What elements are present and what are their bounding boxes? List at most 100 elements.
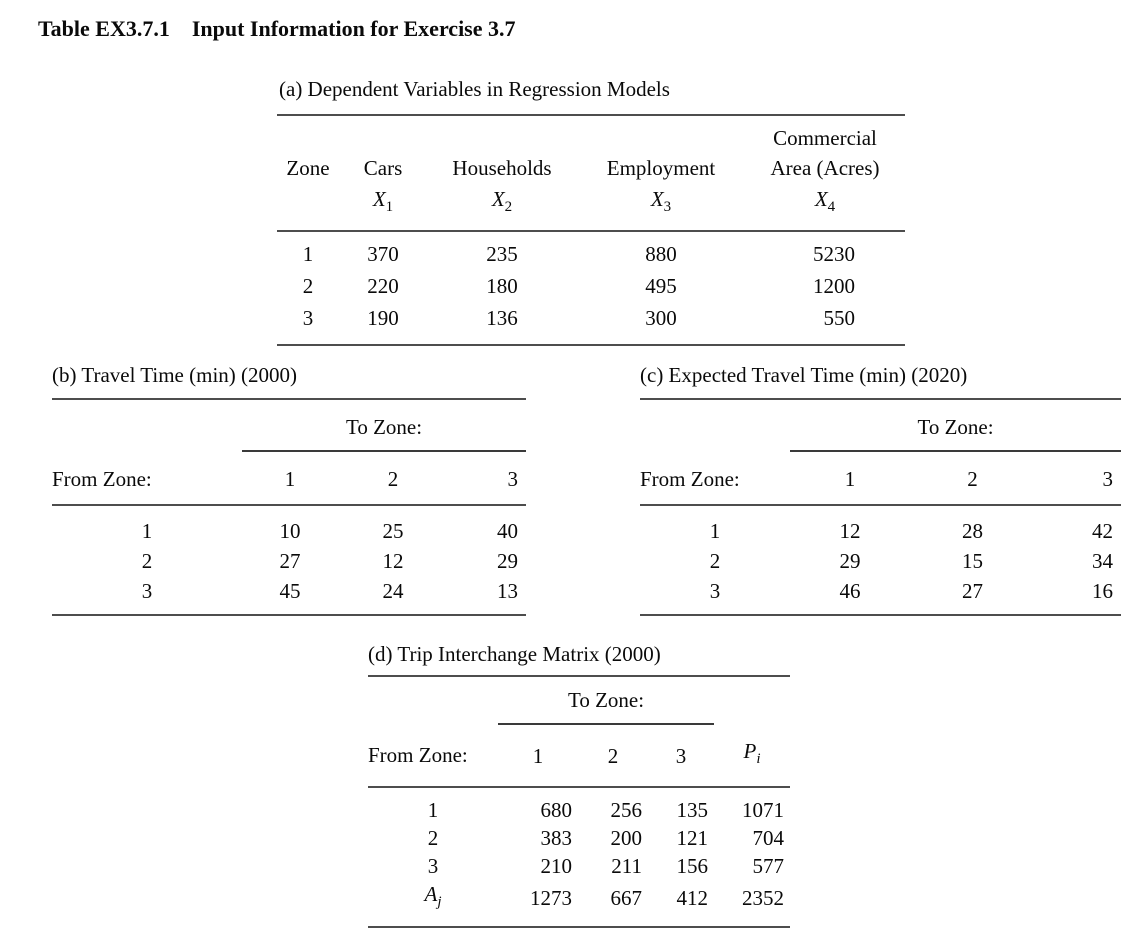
spacer-cell xyxy=(52,399,242,451)
column-header: 2 xyxy=(578,724,648,789)
table-row: 2 27 12 29 xyxy=(52,546,526,576)
table-d-header-row: From Zone: 1 2 3 Pi xyxy=(368,724,791,789)
row-label: 3 xyxy=(141,579,153,603)
cell-value: 136 xyxy=(486,306,518,331)
table-row: Aj 1273 667 412 2352 xyxy=(368,880,790,927)
table-d-tozone-row: To Zone: xyxy=(368,676,790,725)
spacer-cell xyxy=(277,184,339,233)
row-label: 2 xyxy=(302,274,314,299)
table-b: To Zone: From Zone: 1 2 3 1 10 25 40 2 2… xyxy=(52,398,527,616)
column-header: 3 xyxy=(648,724,715,789)
table-row: 3 46 27 16 xyxy=(640,576,1121,615)
row-label: 2 xyxy=(141,549,153,573)
table-row: 3 45 24 13 xyxy=(52,576,526,615)
cell-value: 383 xyxy=(540,826,573,851)
cell-value: 1071 xyxy=(742,798,785,823)
table-title-text: Input Information for Exercise 3.7 xyxy=(191,16,516,41)
cell-value: 256 xyxy=(610,798,643,823)
spacer-cell xyxy=(339,115,427,152)
cell-value: 28 xyxy=(962,519,983,543)
cell-value: 16 xyxy=(1092,579,1114,603)
cell-value: 667 xyxy=(610,886,643,911)
cell-value: 5230 xyxy=(813,242,855,267)
column-header: Employment xyxy=(606,156,716,180)
row-label: 3 xyxy=(709,579,721,603)
cell-value: 24 xyxy=(382,579,404,603)
cell-value: 495 xyxy=(645,274,677,299)
row-label: 1 xyxy=(427,798,439,823)
cell-value: 135 xyxy=(676,798,709,823)
table-a: Commercial Zone Cars Households Employme… xyxy=(277,114,905,347)
table-a-section: (a) Dependent Variables in Regression Mo… xyxy=(277,76,905,347)
column-header: 2 xyxy=(910,451,1035,506)
column-header: 1 xyxy=(242,451,338,506)
table-b-tozone-row: To Zone: xyxy=(52,399,527,452)
cell-value: 40 xyxy=(497,519,519,543)
cell-value: 211 xyxy=(611,854,642,879)
table-row: 3 190 136 300 550 xyxy=(277,302,905,345)
row-label: Aj xyxy=(424,882,442,911)
column-header: 3 xyxy=(448,451,527,506)
cell-value: 15 xyxy=(962,549,983,573)
column-header: Households xyxy=(452,156,552,180)
sub-header: X2 xyxy=(427,184,577,233)
column-header: 3 xyxy=(1035,451,1122,506)
column-header: Zone xyxy=(286,156,330,180)
spacer-cell xyxy=(577,115,745,152)
to-zone-label: To Zone: xyxy=(498,676,715,725)
cell-value: 412 xyxy=(676,886,709,911)
table-d-caption: (d) Trip Interchange Matrix (2000) xyxy=(368,642,661,666)
row-label: 1 xyxy=(141,519,153,543)
cell-value: 13 xyxy=(497,579,519,603)
row-label: 1 xyxy=(302,242,314,267)
table-number-label: Table EX3.7.1 xyxy=(38,16,170,41)
row-label: 2 xyxy=(709,549,721,573)
row-label: 1 xyxy=(709,519,721,543)
cell-value: 577 xyxy=(752,854,785,879)
table-row: 1 12 28 42 xyxy=(640,505,1121,546)
cell-value: 29 xyxy=(497,549,519,573)
table-a-header-row: Zone Cars Households Employment Area (Ac… xyxy=(277,152,905,184)
cell-value: 880 xyxy=(645,242,677,267)
row-label: 2 xyxy=(427,826,439,851)
table-row: 1 680 256 135 1071 xyxy=(368,787,790,824)
from-zone-label: From Zone: xyxy=(368,724,498,789)
table-row: 1 10 25 40 xyxy=(52,505,526,546)
cell-value: 220 xyxy=(367,274,399,299)
page-title: Table EX3.7.1 Input Information for Exerc… xyxy=(38,16,516,42)
spacer-cell xyxy=(714,676,790,724)
table-row: 1 370 235 880 5230 xyxy=(277,231,905,270)
table-b-caption: (b) Travel Time (min) (2000) xyxy=(52,363,298,387)
spacer-cell xyxy=(427,115,577,152)
sub-header: X1 xyxy=(339,184,427,233)
table-row: 2 220 180 495 1200 xyxy=(277,270,905,302)
cell-value: 42 xyxy=(1092,519,1114,543)
column-header: 2 xyxy=(338,451,448,506)
cell-value: 190 xyxy=(367,306,399,331)
table-c-header-row: From Zone: 1 2 3 xyxy=(640,451,1122,506)
table-c: To Zone: From Zone: 1 2 3 1 12 28 42 2 2… xyxy=(640,398,1122,616)
table-a-caption: (a) Dependent Variables in Regression Mo… xyxy=(279,77,670,101)
column-header: 1 xyxy=(498,724,578,789)
cell-value: 121 xyxy=(676,826,709,851)
cell-value: 10 xyxy=(279,519,301,543)
cell-value: 12 xyxy=(382,549,404,573)
cell-value: 27 xyxy=(962,579,983,603)
spacer-cell xyxy=(640,399,790,451)
spacer-cell xyxy=(368,676,498,724)
table-b-section: (b) Travel Time (min) (2000) To Zone: Fr… xyxy=(52,362,527,616)
cell-value: 25 xyxy=(382,519,404,543)
cell-value: 12 xyxy=(839,519,861,543)
to-zone-label: To Zone: xyxy=(790,399,1122,452)
cell-value: 680 xyxy=(540,798,573,823)
cell-value: 45 xyxy=(279,579,301,603)
table-row: 2 29 15 34 xyxy=(640,546,1121,576)
row-label: 3 xyxy=(427,854,439,879)
cell-value: 1200 xyxy=(813,274,855,299)
cell-value: 2352 xyxy=(742,886,785,911)
column-header: Commercial xyxy=(773,126,877,150)
cell-value: 156 xyxy=(676,854,709,879)
cell-value: 704 xyxy=(752,826,785,851)
table-row: 2 383 200 121 704 xyxy=(368,824,790,852)
table-row: 3 210 211 156 577 xyxy=(368,852,790,880)
